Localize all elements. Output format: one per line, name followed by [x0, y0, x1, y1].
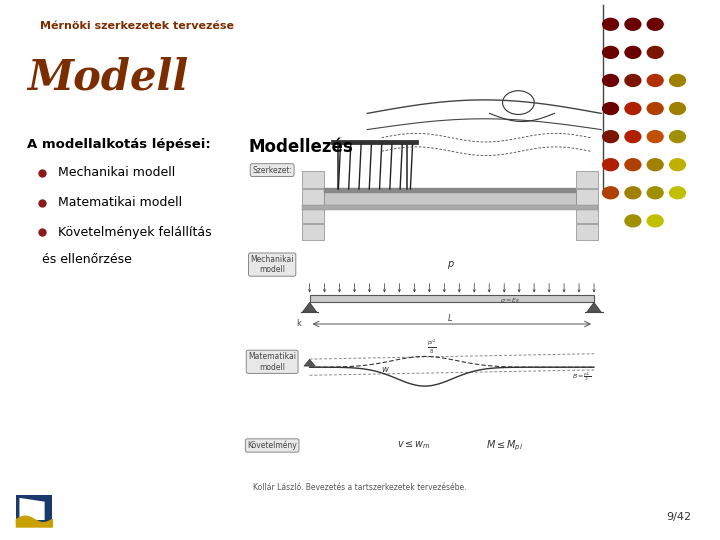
Text: L: L — [448, 314, 452, 323]
Polygon shape — [587, 302, 601, 312]
Bar — [302, 205, 598, 210]
Text: Követelmények felállítás: Követelmények felállítás — [58, 226, 211, 239]
Circle shape — [647, 18, 663, 30]
Text: Modellezés: Modellezés — [248, 138, 353, 156]
Circle shape — [603, 18, 618, 30]
Bar — [302, 206, 324, 223]
Circle shape — [625, 215, 641, 227]
Text: és ellenőrzése: és ellenőrzése — [42, 253, 132, 266]
Text: Kollár László. Bevezetés a tartszerkezetek tervezésébe.: Kollár László. Bevezetés a tartszerkezet… — [253, 483, 467, 491]
Text: k: k — [297, 320, 301, 328]
Polygon shape — [304, 359, 315, 366]
Text: 9/42: 9/42 — [666, 512, 691, 522]
Circle shape — [670, 103, 685, 114]
Circle shape — [647, 46, 663, 58]
Text: $\frac{pl^2}{8}$: $\frac{pl^2}{8}$ — [427, 337, 437, 356]
Circle shape — [625, 103, 641, 114]
Text: Matematikai
modell: Matematikai modell — [248, 352, 296, 372]
Bar — [576, 206, 598, 223]
Circle shape — [647, 103, 663, 114]
Circle shape — [625, 131, 641, 143]
Circle shape — [647, 131, 663, 143]
Bar — [310, 295, 594, 302]
Circle shape — [670, 187, 685, 199]
Circle shape — [603, 159, 618, 171]
Circle shape — [603, 187, 618, 199]
Text: $w$: $w$ — [381, 364, 390, 374]
Circle shape — [647, 187, 663, 199]
Polygon shape — [302, 302, 317, 312]
Circle shape — [647, 75, 663, 86]
Text: Mechanikai modell: Mechanikai modell — [58, 166, 175, 179]
Circle shape — [603, 46, 618, 58]
Circle shape — [625, 159, 641, 171]
Text: $\sigma{=}E\varepsilon$: $\sigma{=}E\varepsilon$ — [500, 296, 521, 303]
Text: $B{=}\frac{pL}{2}$: $B{=}\frac{pL}{2}$ — [572, 370, 592, 383]
Circle shape — [603, 75, 618, 86]
Circle shape — [503, 91, 534, 114]
Circle shape — [670, 131, 685, 143]
Bar — [324, 190, 576, 205]
Circle shape — [647, 215, 663, 227]
Circle shape — [625, 75, 641, 86]
Polygon shape — [19, 498, 45, 520]
Circle shape — [647, 159, 663, 171]
Text: Követelmény: Követelmény — [247, 441, 297, 450]
Circle shape — [603, 131, 618, 143]
Circle shape — [625, 46, 641, 58]
Text: $v \leq w_{m}$: $v \leq w_{m}$ — [397, 440, 431, 451]
Bar — [302, 171, 324, 188]
Circle shape — [625, 187, 641, 199]
Circle shape — [670, 75, 685, 86]
Text: $M \leq M_{pl}$: $M \leq M_{pl}$ — [485, 438, 523, 453]
Circle shape — [603, 103, 618, 114]
Circle shape — [670, 159, 685, 171]
Text: A modellalkotás lépései:: A modellalkotás lépései: — [27, 138, 211, 151]
Text: p: p — [447, 259, 453, 269]
Bar — [576, 171, 598, 188]
Text: Mérnöki szerkezetek tervezése: Mérnöki szerkezetek tervezése — [40, 21, 233, 31]
Bar — [331, 140, 418, 144]
Bar — [324, 188, 576, 193]
Text: Modell: Modell — [27, 57, 189, 99]
Text: Mechanikai
modell: Mechanikai modell — [251, 255, 294, 274]
Text: Matematikai modell: Matematikai modell — [58, 196, 181, 209]
Bar — [302, 189, 324, 205]
Bar — [302, 224, 324, 240]
Text: Szerkezet:: Szerkezet: — [252, 166, 292, 174]
Bar — [576, 189, 598, 205]
Bar — [16, 495, 52, 526]
Bar — [576, 224, 598, 240]
Circle shape — [625, 18, 641, 30]
